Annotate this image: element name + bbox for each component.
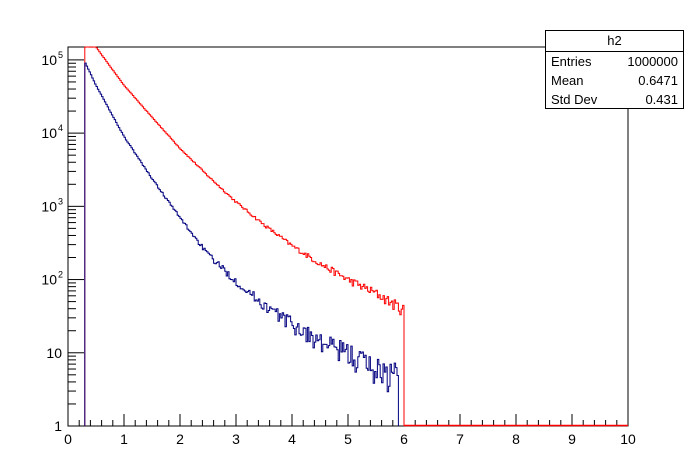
x-tick-label: 4 [288,431,296,447]
y-tick-exponent: 2 [58,270,63,280]
x-tick-label: 9 [568,431,576,447]
histogram-line-2 [84,62,399,426]
y-tick-exponent: 3 [58,196,63,206]
x-tick-label: 7 [456,431,464,447]
y-tick-label: 10 [41,198,57,214]
stats-label: Entries [551,54,592,69]
stats-value: 0.6471 [638,73,678,88]
x-tick-label: 10 [620,431,636,447]
x-tick-label: 8 [512,431,520,447]
stats-label: Std Dev [551,92,598,107]
x-tick-label: 1 [120,431,128,447]
stats-label: Mean [551,73,584,88]
y-tick-exponent: 5 [58,50,63,60]
axis-ticks [67,59,629,427]
y-tick-exponent: 4 [58,123,63,133]
stats-box: h2 Entries 1000000 Mean 0.6471 Std Dev 0… [545,30,684,109]
x-tick-label: 0 [64,431,72,447]
histogram-series [84,46,628,427]
plot-frame [67,46,629,427]
y-tick-label: 10 [46,345,62,361]
stats-value: 0.431 [645,92,678,107]
stats-title: h2 [546,31,683,52]
y-tick-label: 10 [41,272,57,288]
stats-row-mean: Mean 0.6471 [546,71,683,90]
x-tick-label: 2 [176,431,184,447]
stats-row-stddev: Std Dev 0.431 [546,90,683,109]
x-tick-label: 6 [400,431,408,447]
y-tick-label: 1 [54,418,62,434]
y-tick-label: 10 [41,52,57,68]
x-tick-labels: 0 1 2 3 4 5 6 7 8 9 10 [64,431,636,447]
histogram-line-1 [84,46,405,426]
stats-value: 1000000 [627,54,678,69]
x-tick-label: 5 [344,431,352,447]
x-tick-label: 3 [232,431,240,447]
stats-row-entries: Entries 1000000 [546,52,683,71]
y-tick-label: 10 [41,125,57,141]
